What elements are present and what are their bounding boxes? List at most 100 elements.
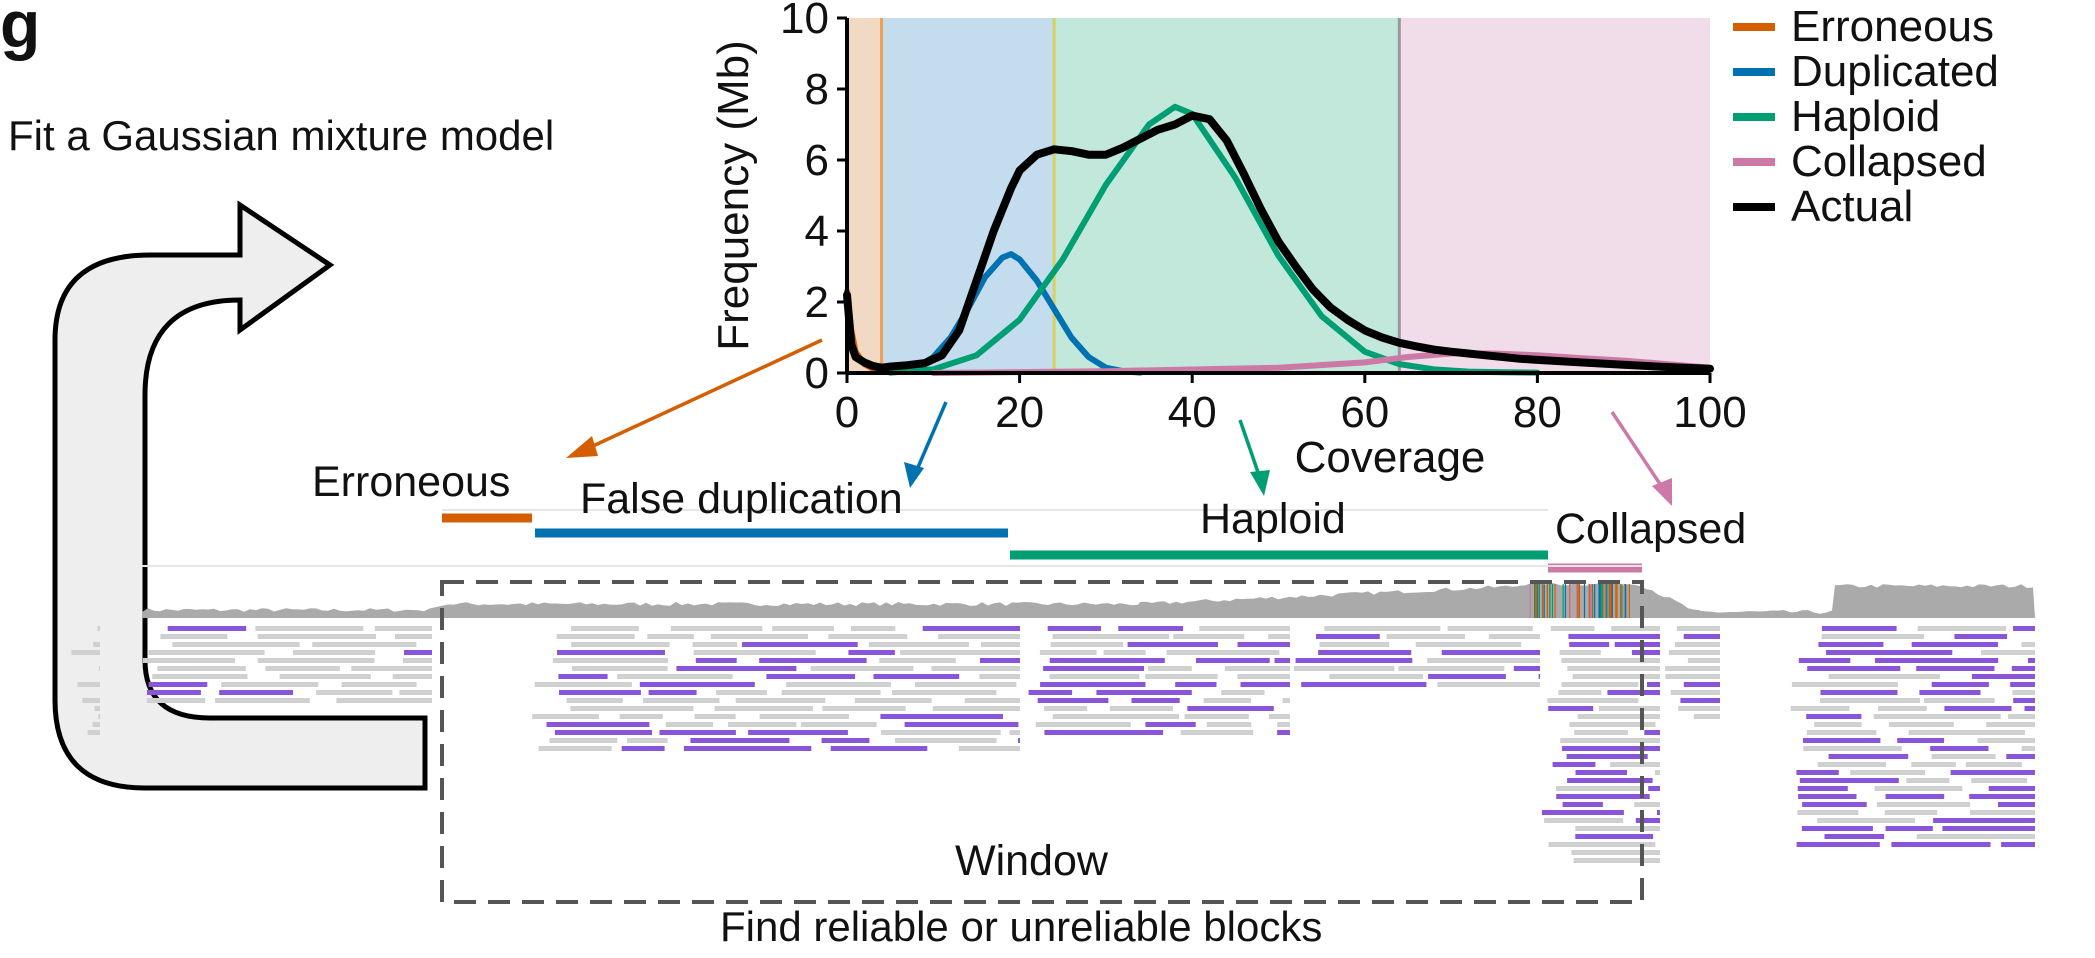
read-segment [1796,842,1880,847]
read-segment [221,682,319,687]
read-segment [1965,762,2022,767]
read-segment [1977,738,2035,743]
read-segment [979,674,1020,679]
read-segment [1277,722,1290,727]
read-segment [1916,666,1995,671]
read-segment [621,746,665,751]
read-segment [1039,650,1097,655]
read-segment [1828,754,1909,759]
read-segment [828,634,908,639]
read-segment [1575,826,1660,831]
read-segment [1814,722,1862,727]
read-segment [1878,706,1927,711]
series-line-haploid [887,103,1541,376]
read-segment [160,634,228,639]
read-segment [1049,658,1165,663]
read-segment [1324,626,1441,631]
read-segment [392,674,432,679]
read-segment [1820,690,1898,695]
read-segment [931,666,1020,671]
read-segment [1221,690,1265,695]
read-segment [1550,626,1595,631]
read-segment [1817,762,1886,767]
read-segment [1043,666,1144,671]
read-segment [1635,818,1660,823]
read-segment [1607,690,1660,695]
read-segment [2006,754,2035,759]
read-segment [1917,626,2007,631]
read-segment [822,706,906,711]
arrow-haploid-icon [1238,419,1270,496]
legend-label: Actual [1791,181,1914,231]
read-segment [1797,786,1848,791]
read-segment [1665,674,1720,679]
read-segment [1028,690,1073,695]
series-line-actual [843,111,1714,373]
read-segment [1981,650,2035,655]
read-segment [1573,858,1660,863]
read-segment [1611,626,1660,631]
read-segment [1634,802,1660,807]
read-segment [1931,754,1996,759]
read-segment [1131,698,1180,703]
read-segment [1971,674,2035,679]
read-segment [868,642,969,647]
read-segment [538,746,612,751]
read-segment [1166,650,1280,655]
read-segment [1544,818,1624,823]
read-segment [2008,714,2035,719]
read-segment [1884,810,1938,815]
read-segment [683,746,812,751]
read-segment [1049,674,1140,679]
read-segment [1103,650,1146,655]
read-segment [1569,722,1656,727]
read-segment [617,674,733,679]
read-segment [1648,786,1660,791]
read-segment [219,690,293,695]
read-segment [1237,674,1290,679]
read-segment [1821,626,1897,631]
read-segment [1145,674,1218,679]
read-segment [1398,666,1505,671]
legend-item: Actual [1733,181,1999,231]
read-segment [690,738,790,743]
read-segment [312,642,417,647]
read-segment [1944,706,2012,711]
read-segment [1574,730,1628,735]
read-segment [1184,714,1249,719]
read-segment [1807,666,1901,671]
read-segment [627,738,668,743]
read-segment [1199,626,1290,631]
read-segment [1798,794,1857,799]
read-segment [1567,666,1660,671]
fit-gmm-label: Fit a Gaussian mixture model [8,112,555,159]
read-segment [1560,738,1660,743]
chart-region-erroneous [847,18,882,373]
read-segment [1817,818,1915,823]
read-segment [316,690,393,695]
read-segment [1806,714,1862,719]
read-segment [1268,714,1290,719]
read-segment [399,690,432,695]
read-segment [1556,786,1641,791]
series-line-duplicated [887,251,1144,376]
read-segment [1799,778,1899,783]
read-segment [1803,738,1881,743]
read-segment [570,706,694,711]
read-segment [895,738,997,743]
read-segment [1897,738,1945,743]
legend-label: Collapsed [1791,136,1987,186]
read-segment [800,722,877,727]
read-segment [1986,722,2035,727]
read-segment [1575,834,1654,839]
y-tick-label: 6 [805,136,829,185]
read-segment [2024,706,2035,711]
chart-axes: 0 20 40 60 80 100 0 2 4 6 8 10 Coverage Frequency (Mb… [709,0,1747,482]
read-segment [892,690,997,695]
read-segment [556,634,635,639]
read-segment [1675,642,1720,647]
read-segment [534,682,632,687]
read-segment [1970,810,2035,815]
x-tick-label: 0 [835,388,859,437]
coverage-track [142,582,2035,618]
